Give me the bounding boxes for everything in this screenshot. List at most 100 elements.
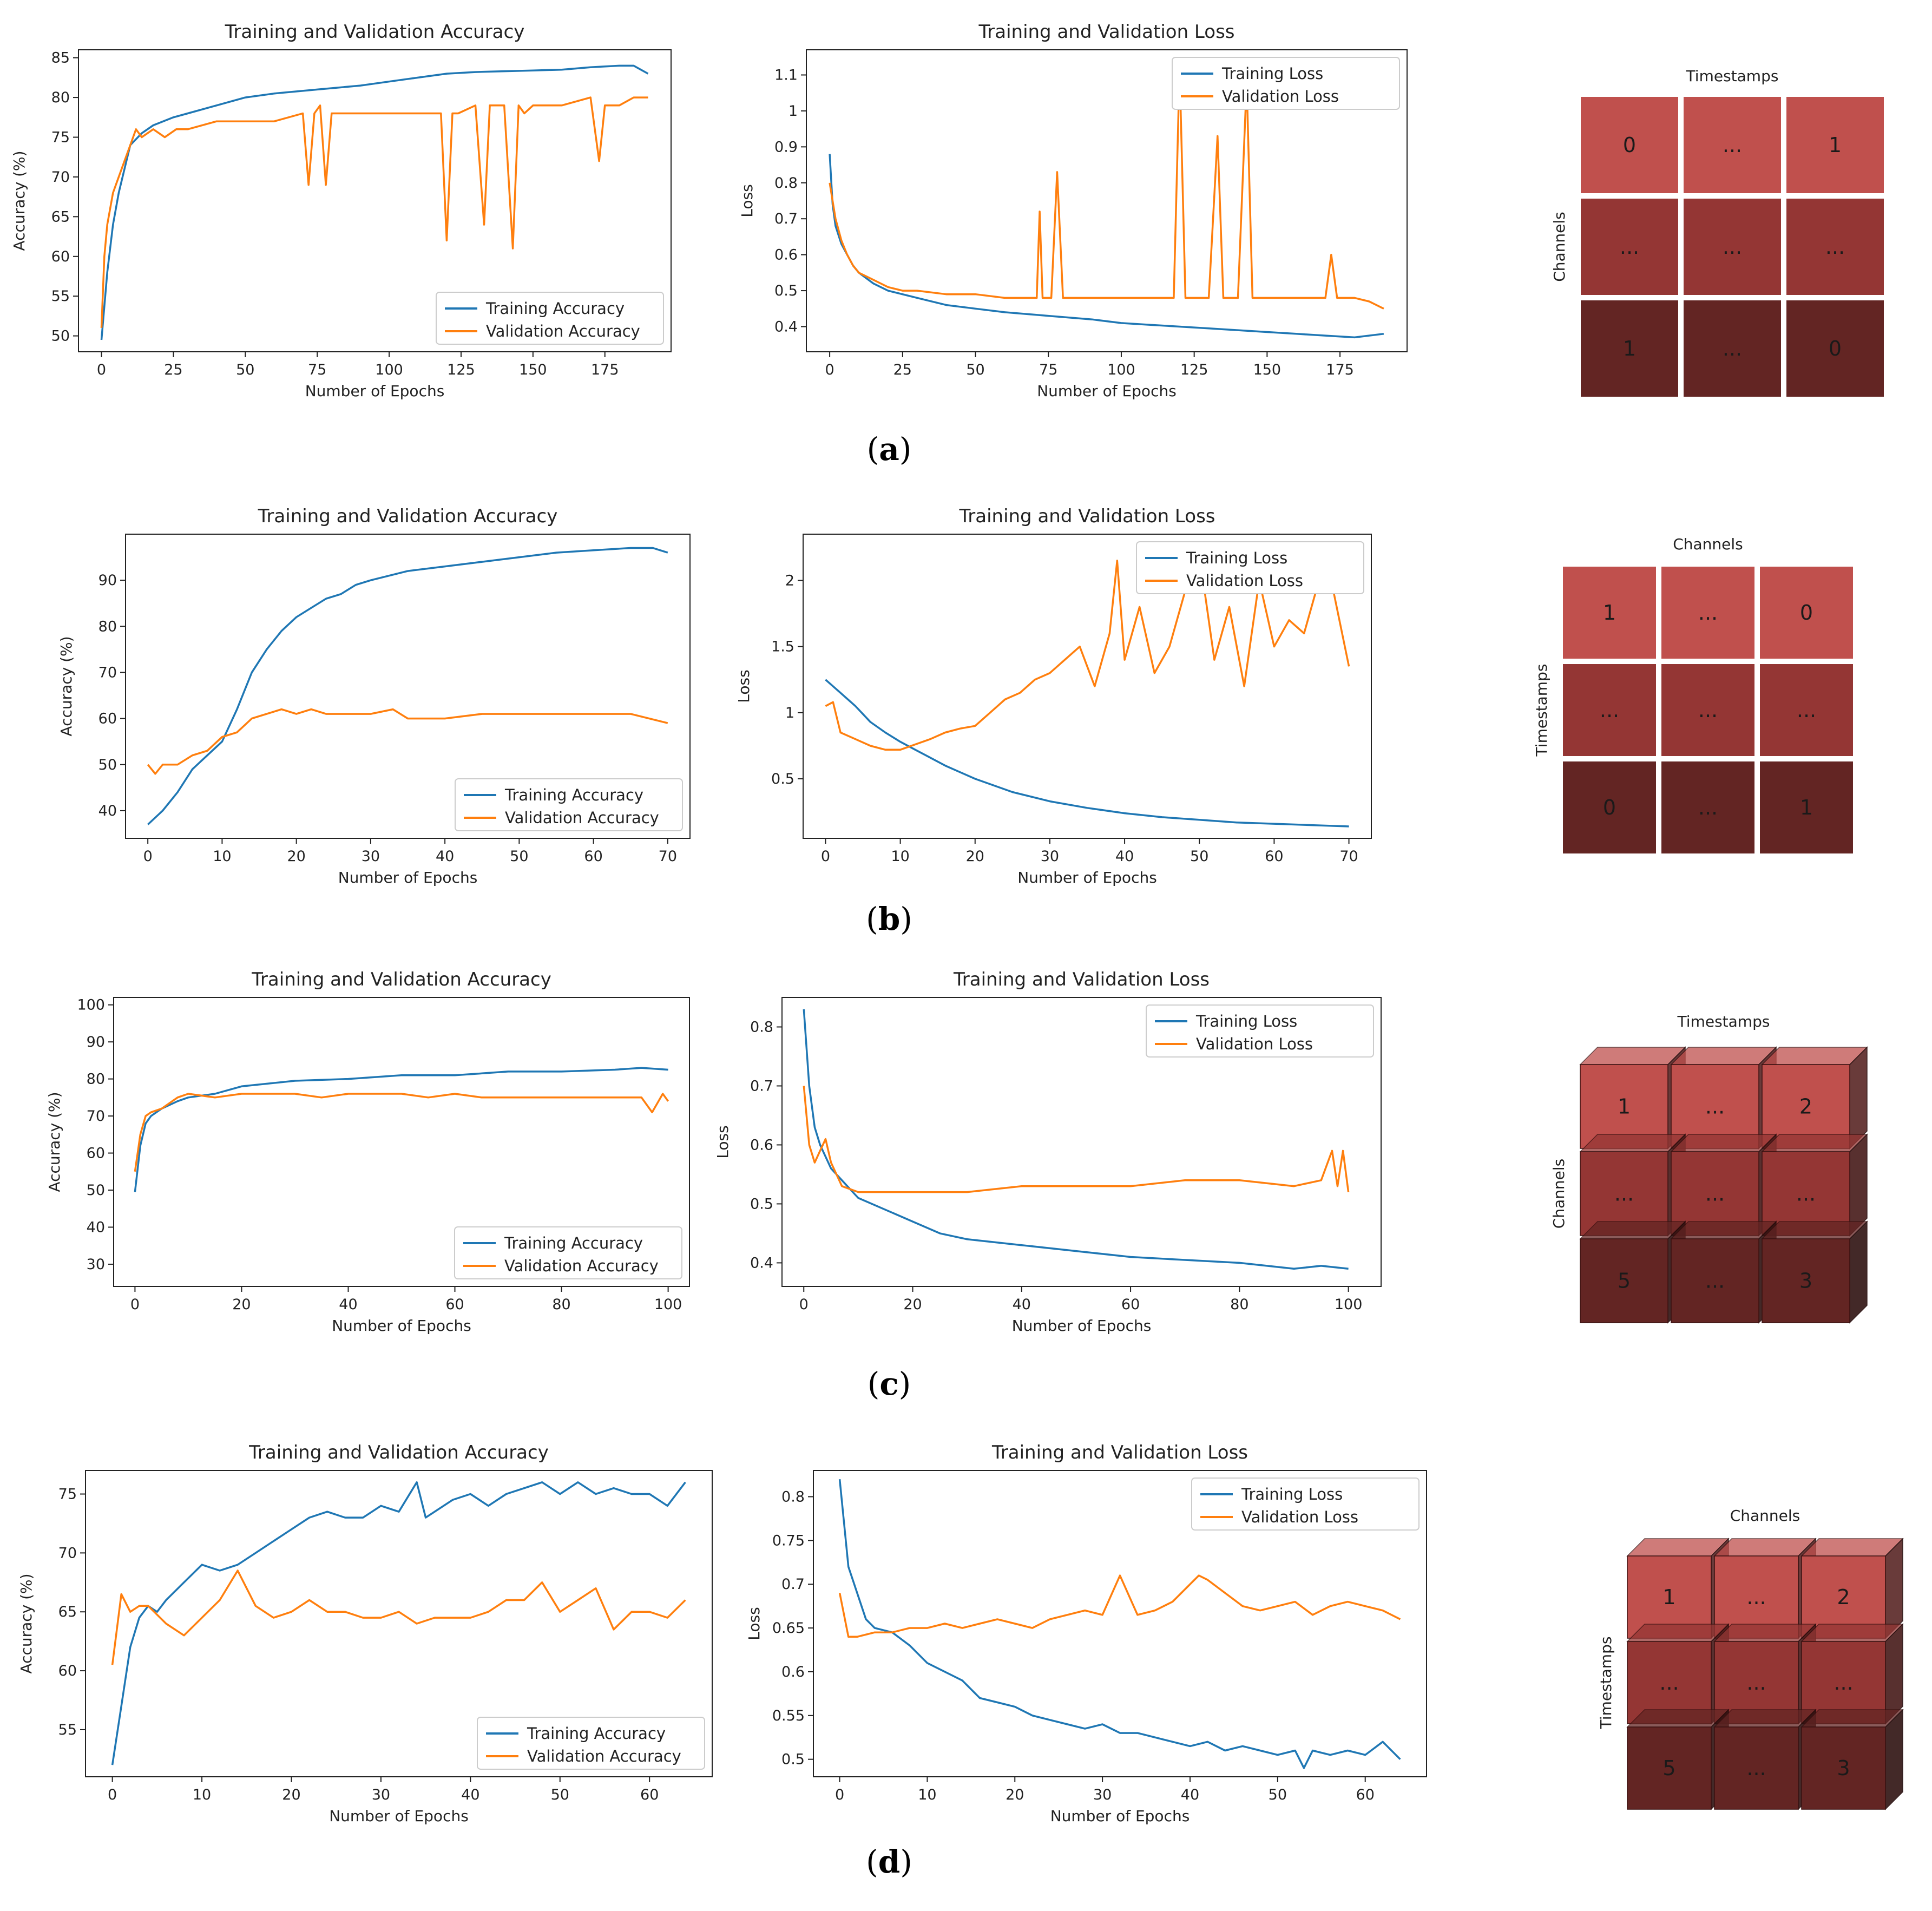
x-tick-label: 80 (552, 1296, 570, 1313)
cube-side-shade (1885, 1539, 1903, 1638)
grid-cell-value: ... (1698, 698, 1718, 722)
x-tick-label: 10 (193, 1787, 211, 1803)
y-tick-label: 55 (51, 288, 70, 305)
legend-box (1172, 57, 1400, 110)
legend: Training Accuracy Validation Accuracy (436, 292, 664, 345)
y-tick-label: 0.4 (774, 319, 798, 336)
tensor-grid-a: Timestamps Channels 0... 1...... ... 1... 0 (1550, 67, 1884, 397)
grid-cell (1760, 567, 1853, 659)
plot-frame (125, 534, 691, 839)
y-axis-label: Loss (714, 1125, 732, 1158)
y-tick-label: 0.7 (750, 1078, 773, 1094)
y-tick-label: 60 (51, 248, 70, 265)
grid-cell-value: ... (1834, 1671, 1853, 1695)
x-tick-label: 75 (308, 362, 326, 378)
y-tick-label: 0.75 (772, 1532, 805, 1549)
x-tick-label: 80 (1230, 1296, 1248, 1313)
grid-cell (1684, 199, 1781, 295)
grid-cell-value: ... (1746, 1671, 1766, 1695)
cube-top-face (1761, 1134, 1868, 1152)
plot-frame (806, 49, 1408, 352)
x-tick-label: 40 (339, 1296, 357, 1313)
grid-cell-value: 1 (1623, 337, 1636, 360)
y-tick-label: 50 (98, 757, 117, 773)
grid-side-label: Channels (1550, 1159, 1568, 1229)
grid-top-label: Timestamps (1686, 67, 1779, 85)
grid-cell (1661, 567, 1754, 659)
x-tick-label: 100 (375, 362, 403, 378)
x-tick-label: 0 (143, 848, 153, 865)
grid-side-label: Channels (1550, 212, 1568, 282)
legend-box (477, 1717, 705, 1770)
x-tick-label: 20 (287, 848, 305, 865)
legend-box (455, 778, 683, 831)
grid-cell (1714, 1726, 1799, 1810)
cube-side-shade (1850, 1134, 1867, 1236)
x-tick-label: 60 (584, 848, 602, 865)
grid-cell-value: 0 (1623, 133, 1636, 157)
legend: Training Accuracy Validation Accuracy (477, 1717, 705, 1770)
plot-frame (78, 49, 672, 352)
y-axis-label: Accuracy (%) (17, 1573, 35, 1673)
x-tick-label: 40 (1115, 848, 1134, 865)
x-tick-label: 50 (510, 848, 528, 865)
legend-label: Validation Loss (1186, 572, 1303, 590)
y-axis-label: Loss (735, 669, 753, 702)
grid-top-label: Channels (1730, 1507, 1800, 1525)
y-tick-label: 70 (87, 1108, 105, 1125)
grid-cell-value: 3 (1837, 1756, 1850, 1780)
y-tick-label: 0.8 (774, 175, 798, 192)
plot-frame (803, 534, 1372, 839)
plot-frame (85, 1470, 713, 1777)
y-tick-label: 0.5 (771, 771, 794, 787)
grid-side-label: Timestamps (1533, 664, 1550, 757)
legend: Training Loss Validation Loss (1191, 1477, 1420, 1531)
grid-cell (1580, 1238, 1668, 1323)
legend-box (1136, 541, 1364, 594)
plot-frame (813, 1470, 1427, 1777)
y-tick-label: 40 (98, 803, 117, 819)
chart-a-acc: Training and Validation Accuracy Number o… (10, 21, 672, 400)
x-tick-label: 150 (519, 362, 547, 378)
grid-cell (1581, 97, 1678, 193)
cube-top-face (1670, 1047, 1777, 1065)
cube-side-shade (1850, 1222, 1867, 1323)
grid-cell (1661, 664, 1754, 756)
x-tick-label: 100 (654, 1296, 682, 1313)
legend-label: Validation Loss (1241, 1508, 1358, 1526)
x-axis-label: Number of Epochs (332, 1317, 471, 1335)
y-tick-label: 0.55 (772, 1708, 805, 1724)
grid-cell (1684, 97, 1781, 193)
y-tick-label: 70 (58, 1545, 77, 1561)
x-tick-label: 25 (893, 362, 912, 378)
y-tick-label: 40 (87, 1219, 105, 1236)
y-tick-label: 70 (98, 664, 117, 681)
x-tick-label: 60 (640, 1787, 659, 1803)
chart-title: Training and Validation Accuracy (225, 21, 525, 43)
legend-label: Training Loss (1195, 1012, 1297, 1030)
x-tick-label: 0 (821, 848, 830, 865)
grid-cell (1581, 199, 1678, 295)
tensor-grid-d: Channels Timestamps 1... 2...... ... 5... 3 (1597, 1507, 1904, 1810)
grid-cell-value: ... (1620, 235, 1639, 259)
cube-top-face (1670, 1134, 1777, 1152)
legend: Training Accuracy Validation Accuracy (455, 778, 683, 831)
cube-top-face (1670, 1221, 1777, 1239)
series-line-validation-accuracy (147, 708, 668, 775)
x-tick-label: 0 (130, 1296, 140, 1313)
legend-label: Validation Accuracy (504, 1257, 659, 1275)
x-axis-label: Number of Epochs (1017, 869, 1157, 886)
grid-cell (1684, 300, 1781, 397)
y-tick-label: 55 (58, 1722, 77, 1738)
chart-title: Training and Validation Loss (991, 1442, 1248, 1463)
grid-cell-value: ... (1705, 1182, 1725, 1206)
series-line-validation-accuracy (111, 1569, 686, 1665)
y-tick-label: 0.6 (750, 1137, 773, 1153)
legend-label: Training Loss (1221, 64, 1323, 83)
grid-cell-value: ... (1723, 235, 1742, 259)
chart-title: Training and Validation Accuracy (248, 1442, 549, 1463)
y-tick-label: 0.6 (774, 247, 798, 264)
grid-top-label: Channels (1673, 535, 1743, 553)
grid-cell-value: ... (1796, 1182, 1816, 1206)
x-tick-label: 0 (108, 1787, 117, 1803)
